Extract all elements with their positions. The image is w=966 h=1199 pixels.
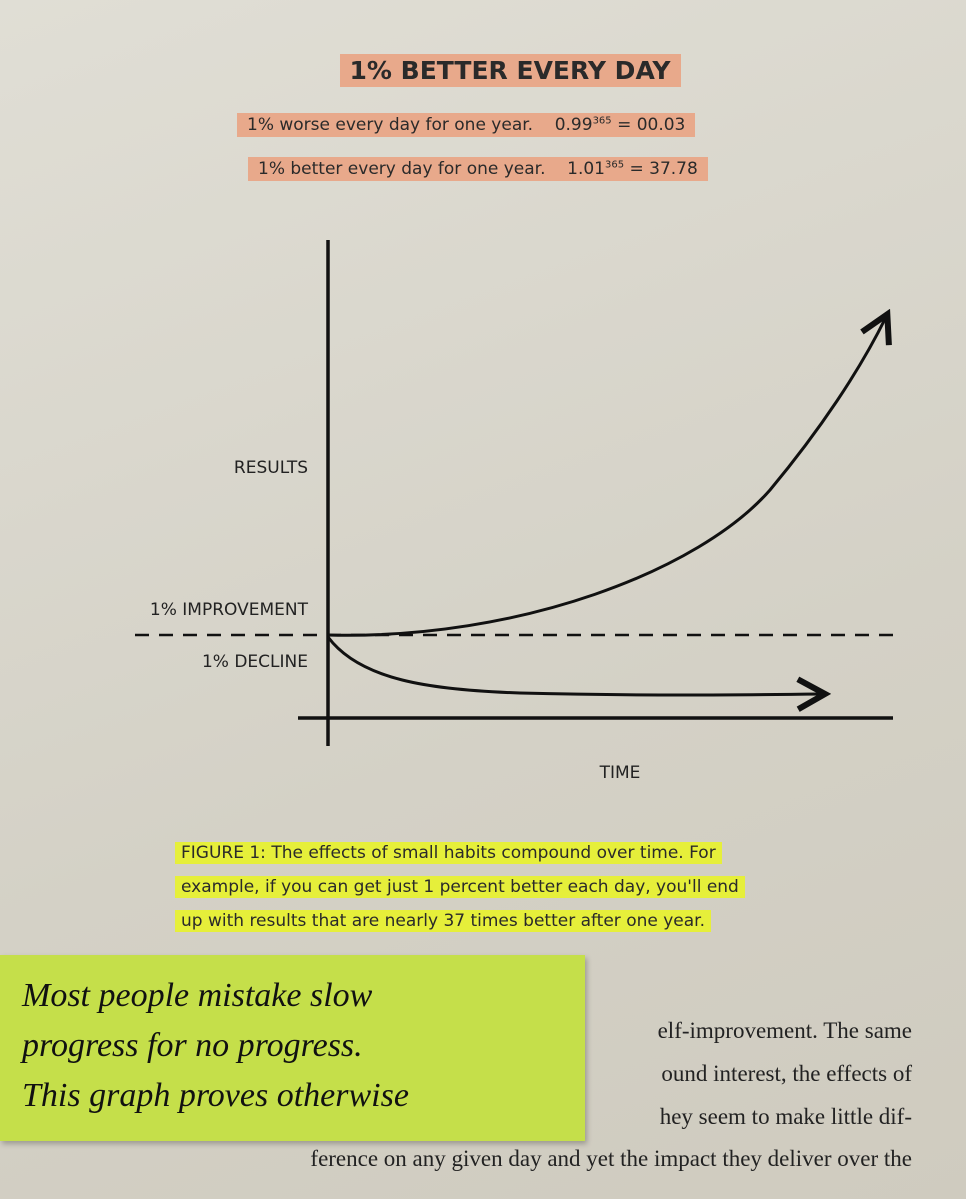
body-line: elf-improvement. The same	[657, 1018, 912, 1043]
formula-exponent: 365	[592, 115, 612, 127]
formula-row: 1% better every day for one year. 1.0136…	[248, 157, 708, 181]
caption-text: FIGURE 1: The effects of small habits co…	[175, 842, 722, 864]
formula-base: 1.01	[567, 159, 605, 179]
formula-exponent: 365	[604, 159, 625, 171]
graph: RESULTS 1% IMPROVEMENT 1% DECLINE TIME	[135, 240, 895, 783]
axis-label: 1% IMPROVEMENT	[150, 600, 309, 620]
axis-label: 1% DECLINE	[202, 652, 308, 672]
caption-text: up with results that are nearly 37 times…	[175, 910, 712, 932]
formula-text: 1% better every day for one year.	[258, 159, 546, 179]
axis-label: TIME	[599, 763, 641, 783]
body-line: ference on any given day and yet the imp…	[310, 1146, 912, 1171]
caption-text: example, if you can get just 1 percent b…	[175, 876, 745, 898]
figure-title: 1% BETTER EVERY DAY	[339, 54, 681, 87]
body-line: ound interest, the effects of	[661, 1061, 912, 1086]
axis-label: RESULTS	[234, 458, 308, 478]
decline-curve	[326, 636, 822, 695]
formula-row: 1% worse every day for one year. 0.99365…	[237, 113, 696, 137]
caption-line: FIGURE 1: The effects of small habits co…	[175, 842, 722, 864]
formula-text: 1% worse every day for one year.	[247, 115, 534, 135]
formula-result: = 00.03	[617, 115, 686, 135]
note-line: Most people mistake slow	[22, 977, 373, 1014]
note-line: This graph proves otherwise	[22, 1077, 409, 1114]
sticky-note: Most people mistake slow progress for no…	[0, 955, 585, 1141]
improvement-curve	[327, 317, 886, 637]
formula-result: = 37.78	[629, 159, 698, 179]
caption-line: up with results that are nearly 37 times…	[175, 910, 712, 932]
caption-line: example, if you can get just 1 percent b…	[175, 876, 745, 898]
body-line: hey seem to make little dif-	[659, 1104, 912, 1129]
formula-base: 0.99	[554, 115, 593, 135]
figure-title-wrap: 1% BETTER EVERY DAY	[0, 54, 966, 87]
note-line: progress for no progress.	[22, 1027, 363, 1064]
